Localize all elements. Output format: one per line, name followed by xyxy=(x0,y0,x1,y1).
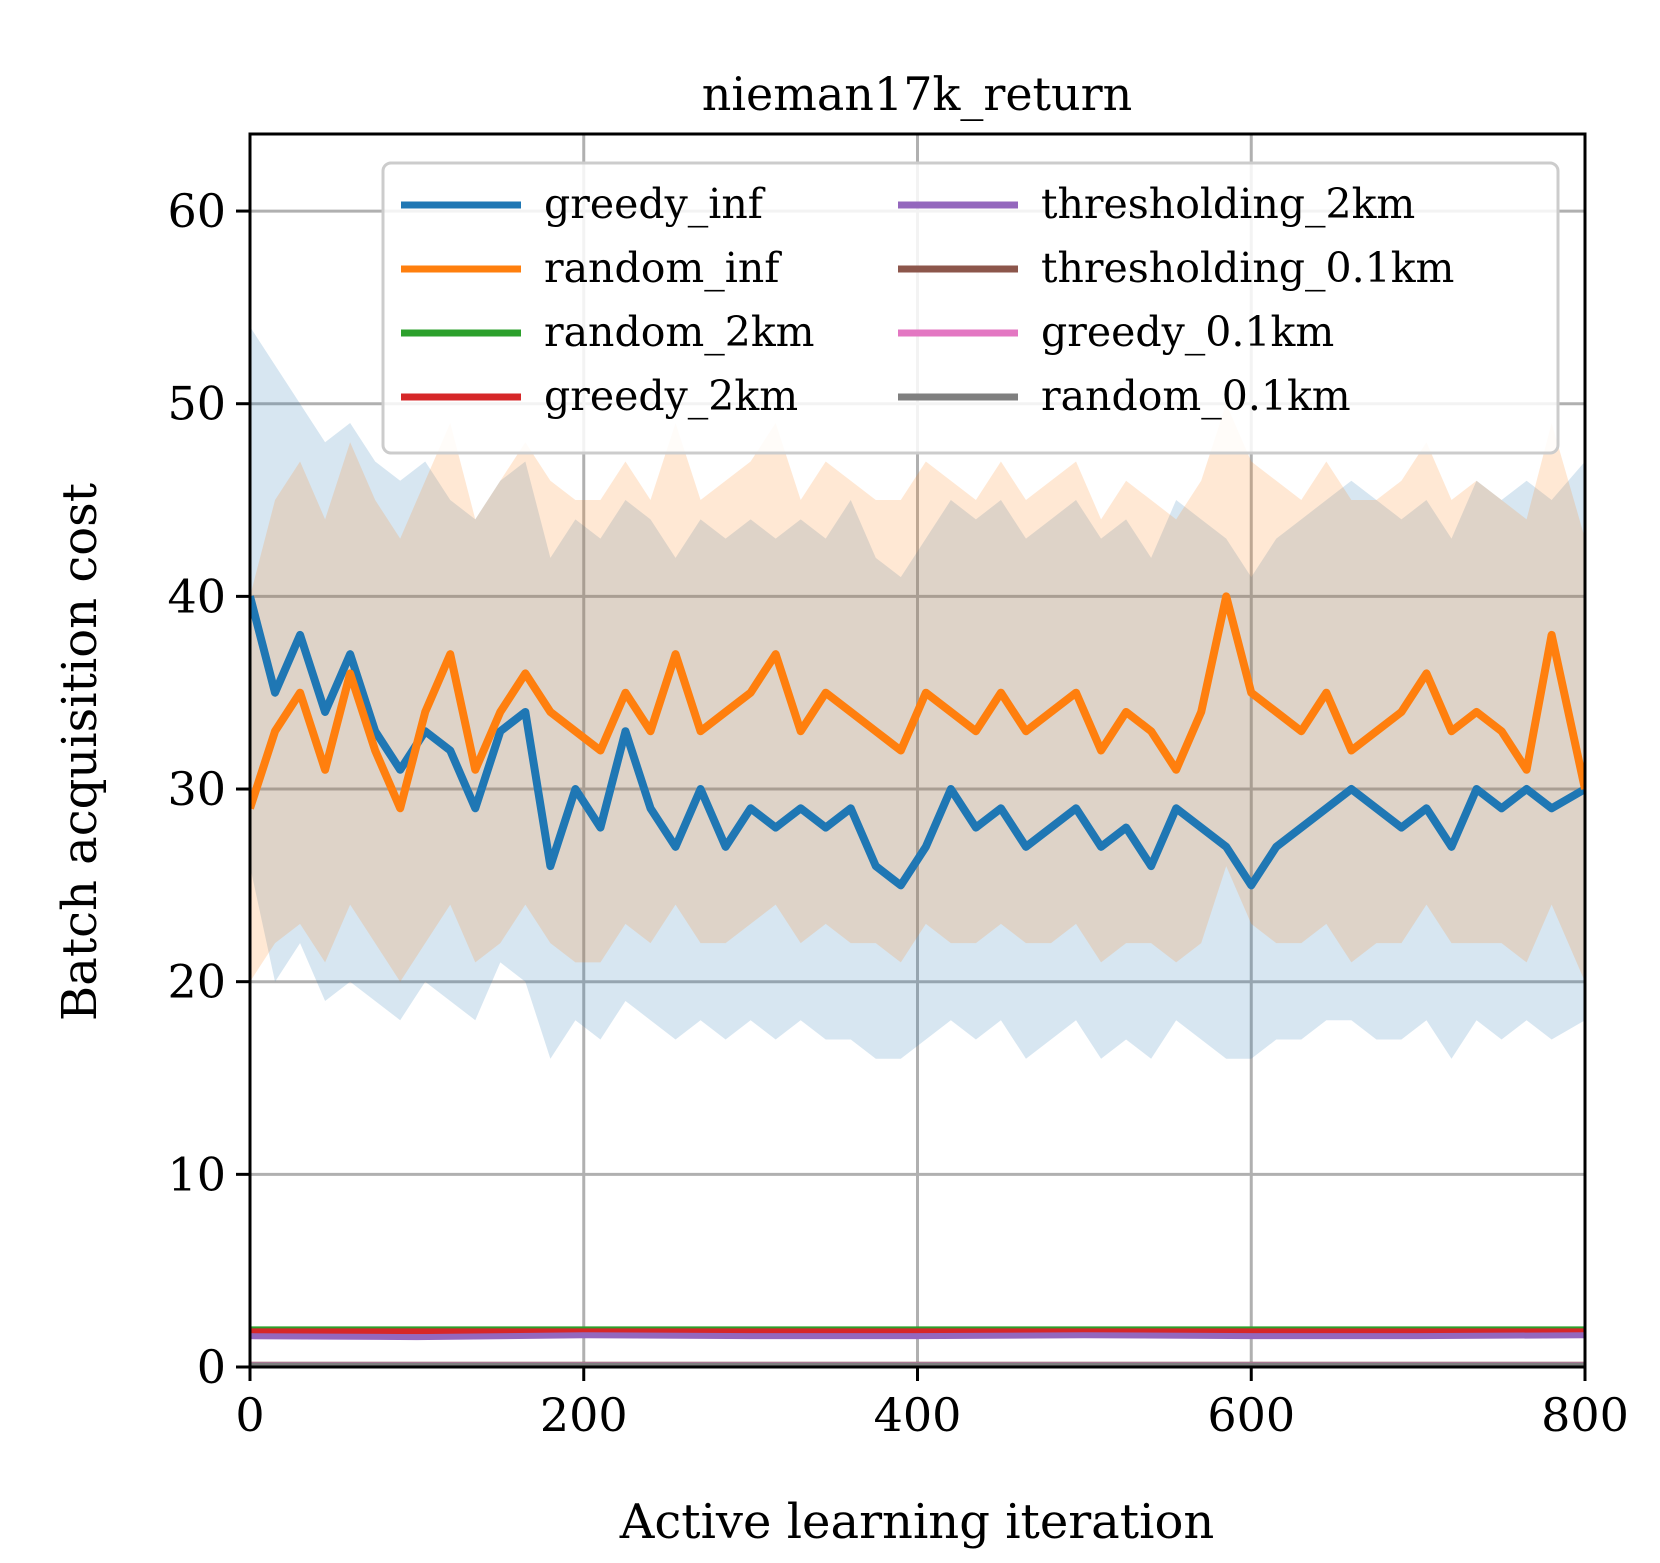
legend-label: greedy_0.1km xyxy=(1041,308,1334,356)
x-tick-label: 400 xyxy=(874,1388,962,1442)
line-thresholding_2km xyxy=(250,1332,1585,1341)
legend-label: greedy_2km xyxy=(544,372,798,420)
legend-label: greedy_inf xyxy=(544,180,766,228)
y-tick-label: 40 xyxy=(167,569,226,623)
x-tick-label: 200 xyxy=(540,1388,628,1442)
legend-label: random_inf xyxy=(544,244,782,292)
band-random_inf xyxy=(250,403,1585,982)
y-tick-label: 0 xyxy=(197,1340,226,1394)
y-tick-label: 50 xyxy=(167,377,226,431)
plot-area: 0 200 400 600 800 0 10 20 30 40 50 60 greedy_infrand… xyxy=(167,132,1629,1442)
legend-label: thresholding_2km xyxy=(1041,180,1415,228)
y-tick-label: 60 xyxy=(167,184,226,238)
line-greedy_inf xyxy=(250,595,1585,890)
chart-title: nieman17k_return xyxy=(702,67,1133,121)
x-tick-label: 600 xyxy=(1207,1388,1295,1442)
legend-label: random_0.1km xyxy=(1041,372,1351,420)
x-axis-label: Active learning iteration xyxy=(619,1494,1215,1550)
y-tick-label: 10 xyxy=(167,1147,226,1201)
x-tick-label: 800 xyxy=(1541,1388,1629,1442)
line-random_inf xyxy=(250,592,1585,813)
y-tick-label: 30 xyxy=(167,762,226,816)
x-tick-label: 0 xyxy=(235,1388,264,1442)
legend-box xyxy=(381,161,1560,455)
legend-label: thresholding_0.1km xyxy=(1041,244,1454,292)
series-group xyxy=(250,326,1585,1367)
band-greedy_inf xyxy=(250,326,1585,1059)
y-axis-label: Batch acquisition cost xyxy=(52,483,108,1021)
y-tick-label: 20 xyxy=(167,955,226,1009)
legend-label: random_2km xyxy=(544,308,815,356)
